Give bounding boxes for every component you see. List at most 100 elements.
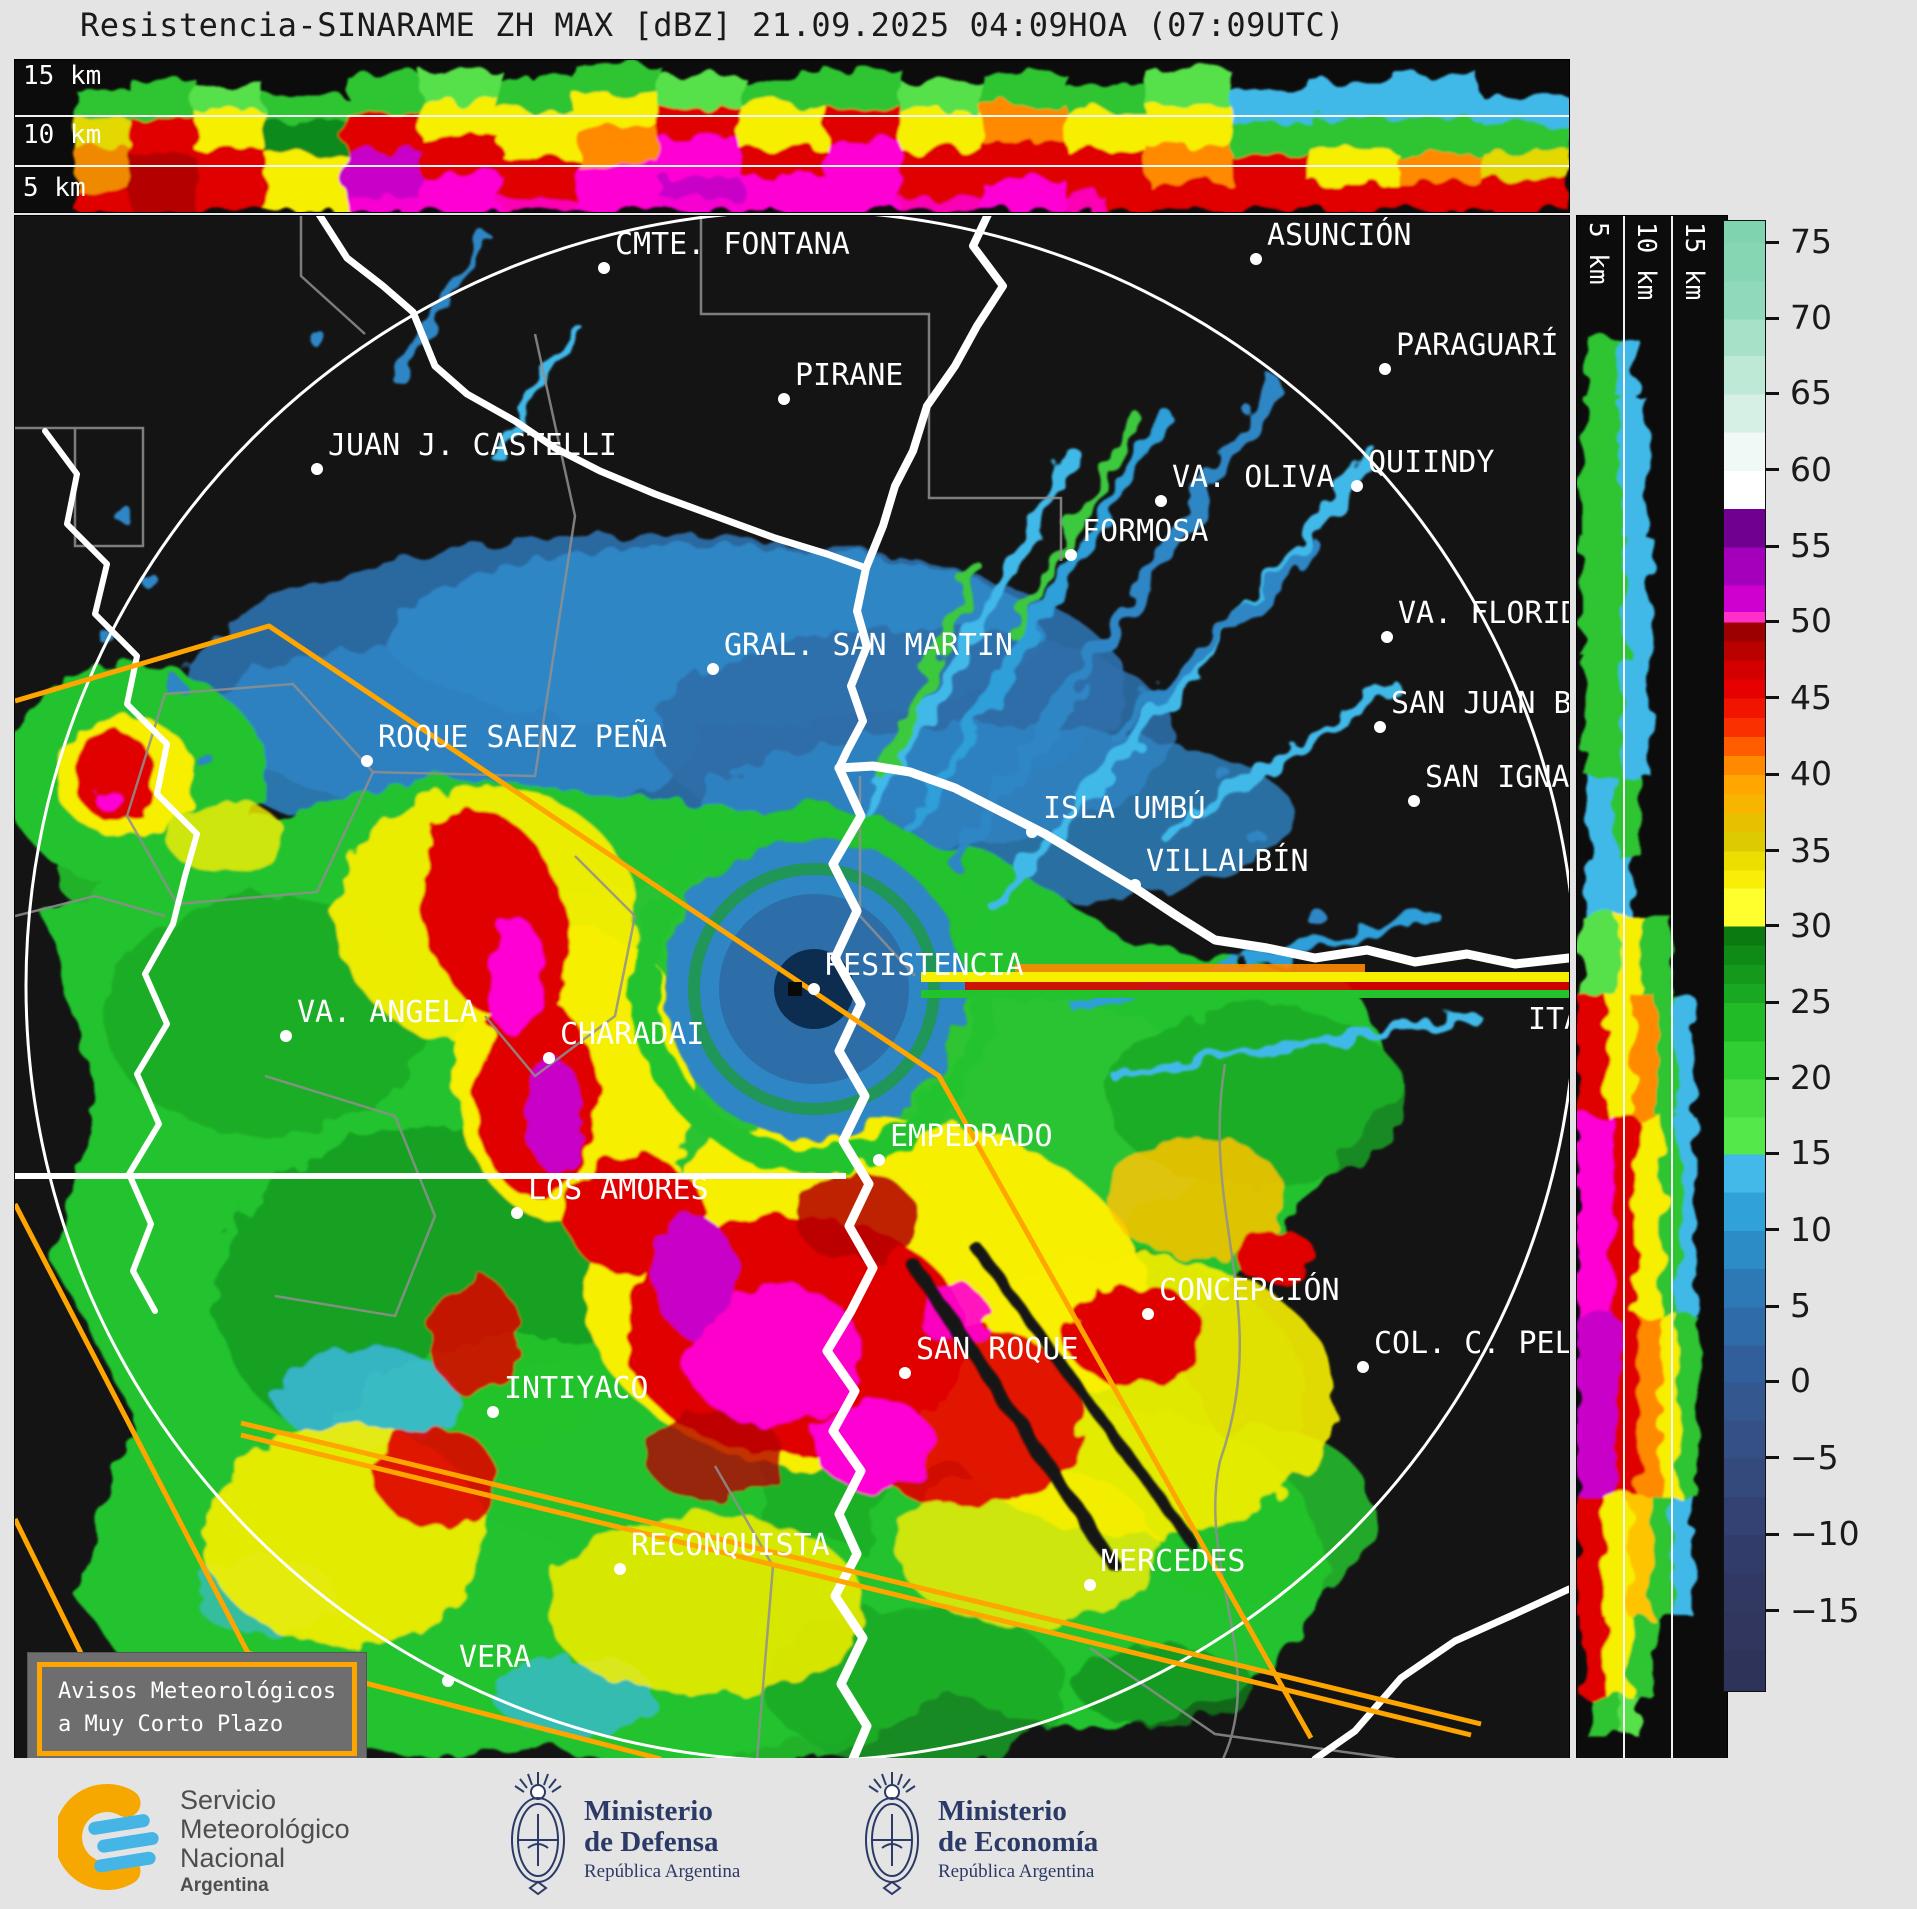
colorbar-tick-mark [1765, 1456, 1779, 1460]
city-label: CONCEPCIÓN [1159, 1273, 1340, 1308]
city-label: MERCEDES [1101, 1544, 1246, 1579]
city-dot [1408, 795, 1420, 807]
defensa-line1: Ministerio [584, 1795, 713, 1827]
city-dot [311, 463, 323, 475]
colorbar-tick-label: 25 [1790, 982, 1832, 1022]
city-dot [1065, 549, 1077, 561]
colorbar-tick-label: −15 [1790, 1590, 1860, 1630]
defensa-coat-of-arms [511, 1772, 565, 1896]
right-panel-5km-line [1623, 216, 1625, 1759]
colorbar-tick-mark [1765, 316, 1779, 320]
right-panel-label-5km: 5 km [1583, 222, 1613, 285]
colorbar-tick-label: 50 [1790, 601, 1832, 641]
city-dot [511, 1207, 523, 1219]
city-dot [487, 1406, 499, 1418]
city-dot [1250, 253, 1262, 265]
top-cross-section-panel: 15 km 10 km 5 km [14, 59, 1570, 213]
colorbar-tick-mark [1765, 1304, 1779, 1308]
radar-map: CMTE. FONTANA ASUNCIÓN PIRANE PARAGUARÍ JUAN… [14, 215, 1570, 1760]
top-panel-10km-line [15, 115, 1569, 117]
city-label: RECONQUISTA [631, 1528, 830, 1563]
city-label: VILLALBÍN [1146, 844, 1309, 879]
city-dot [1381, 631, 1393, 643]
city-label: PIRANE [795, 358, 904, 393]
colorbar-tick-mark [1765, 1609, 1779, 1613]
colorbar-tick-mark [1765, 1228, 1779, 1232]
defensa-text: Ministerio de Defensa República Argentin… [584, 1796, 740, 1886]
city-dot [280, 1030, 292, 1042]
footer: Servicio Meteorológico Nacional Argentin… [0, 1758, 1917, 1909]
city-dot [707, 663, 719, 675]
city-dot [1129, 879, 1141, 891]
colorbar-tick-label: 40 [1790, 754, 1832, 794]
city-label: SAN ROQUE [916, 1332, 1079, 1367]
colorbar-tick-label: 65 [1790, 373, 1832, 413]
city-dot [543, 1052, 555, 1064]
city-label: LOS AMORES [528, 1172, 709, 1207]
range-circle [24, 216, 1569, 1759]
economia-text: Ministerio de Economía República Argenti… [938, 1796, 1098, 1886]
cross-section-line [15, 1173, 846, 1179]
city-label: COL. C. PELLEGRINI [1374, 1326, 1569, 1361]
city-dot [598, 262, 610, 274]
colorbar-tick-label: 35 [1790, 830, 1832, 870]
city-label: ROQUE SAENZ PEÑA [378, 720, 667, 755]
top-panel-label-5km: 5 km [23, 173, 86, 203]
rivers [42, 216, 1569, 1759]
city-dot [778, 393, 790, 405]
colorbar-tick-label: 15 [1790, 1133, 1832, 1173]
right-panel-label-10km: 10 km [1631, 222, 1661, 301]
right-panel-10km-line [1671, 216, 1673, 1759]
colorbar-tick-mark [1765, 1000, 1779, 1004]
warning-legend-line1: Avisos Meteorológicos [58, 1679, 337, 1704]
colorbar-tick-mark [1765, 240, 1779, 244]
smn-text: Servicio Meteorológico Nacional Argentin… [180, 1786, 350, 1899]
colorbar-tick-mark [1765, 924, 1779, 928]
top-panel-5km-line [15, 165, 1569, 167]
city-label: VA. ANGELA [297, 995, 478, 1030]
colorbar-tick-mark [1765, 1532, 1779, 1536]
city-label: SAN JUAN BAUTISTA [1391, 686, 1570, 721]
smn-line1: Servicio [180, 1785, 277, 1815]
city-label: ISLA UMBÚ [1043, 791, 1206, 826]
right-cross-section-art [1577, 336, 1697, 1736]
city-label: EMPEDRADO [890, 1119, 1053, 1154]
city-dot [614, 1563, 626, 1575]
colorbar-tick-label: 30 [1790, 905, 1832, 945]
page-title: Resistencia-SINARAME ZH MAX [dBZ] 21.09.… [80, 6, 1345, 44]
city-label: ASUNCIÓN [1267, 218, 1412, 253]
colorbar-tick-label: 5 [1790, 1286, 1811, 1326]
city-dot [442, 1675, 454, 1687]
city-label: CMTE. FONTANA [615, 227, 850, 262]
city-dot [1142, 1308, 1154, 1320]
warning-legend-line2: a Muy Corto Plazo [58, 1712, 284, 1737]
radar-map-art [15, 216, 1569, 1759]
defensa-line3: República Argentina [584, 1861, 741, 1882]
right-panel-label-15km: 15 km [1679, 222, 1709, 301]
colorbar-tick-mark [1765, 619, 1779, 623]
city-label: RESISTENCIA [825, 948, 1024, 983]
colorbar-tick-mark [1765, 772, 1779, 776]
colorbar-tick-label: 10 [1790, 1209, 1832, 1249]
city-dot [1026, 826, 1038, 838]
smn-line2: Meteorológico [180, 1814, 350, 1844]
colorbar-tick-label: 55 [1790, 526, 1832, 566]
city-dot [1155, 495, 1167, 507]
top-panel-label-10km: 10 km [23, 120, 102, 150]
smn-logo [58, 1784, 159, 1890]
city-dot [1084, 1579, 1096, 1591]
colorbar-tick-mark [1765, 1379, 1779, 1383]
colorbar-tick-label: −5 [1790, 1437, 1839, 1477]
city-dot [1374, 721, 1386, 733]
colorbar-tick-label: −10 [1790, 1514, 1860, 1554]
radar-site-marker [788, 982, 802, 996]
defensa-line2: de Defensa [584, 1826, 719, 1858]
economia-line1: Ministerio [938, 1795, 1067, 1827]
colorbar-tick-mark [1765, 1151, 1779, 1155]
city-label: JUAN J. CASTELLI [328, 428, 617, 463]
warning-legend-box: Avisos Meteorológicos a Muy Corto Plazo [28, 1653, 367, 1759]
smn-line3: Nacional [180, 1843, 286, 1873]
city-dot [873, 1154, 885, 1166]
colorbar-tick-label: 20 [1790, 1058, 1832, 1098]
smn-line4: Argentina [180, 1875, 269, 1896]
